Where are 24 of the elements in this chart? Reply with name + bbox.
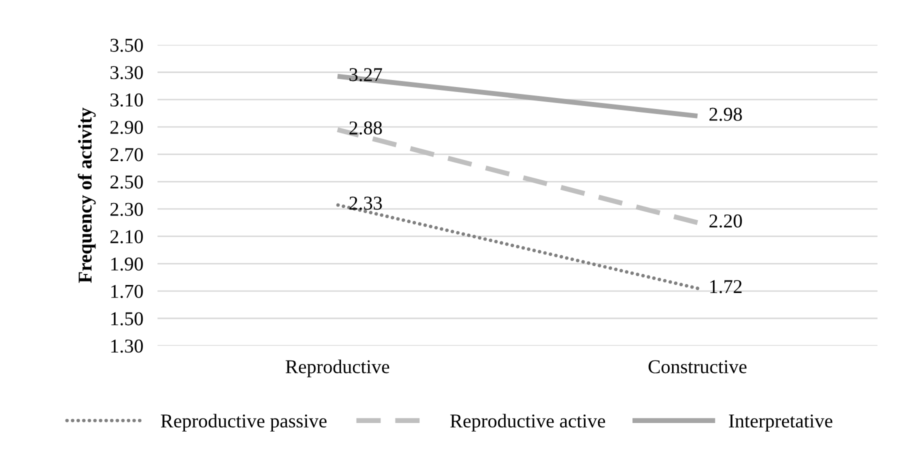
- y-axis-title: Frequency of activity: [78, 108, 96, 283]
- legend-label: Interpretative: [728, 414, 832, 432]
- y-tick-label: 2.30: [110, 202, 143, 216]
- text: 2.20: [709, 214, 742, 228]
- x-tick-label: Reproductive: [286, 360, 390, 378]
- legend-label: Reproductive active: [450, 414, 606, 432]
- y-tick-label: 3.30: [110, 66, 143, 80]
- legend-label: Reproductive passive: [160, 414, 327, 432]
- x-tick-label: Constructive: [648, 360, 747, 374]
- text: 2.33: [349, 196, 382, 210]
- y-tick-label: 2.70: [110, 148, 143, 162]
- y-tick-label: 2.90: [110, 120, 143, 134]
- y-tick-label: 2.10: [110, 230, 143, 244]
- text: 2.98: [709, 108, 742, 121]
- text: 2.88: [349, 121, 382, 135]
- y-tick-label: 1.50: [111, 312, 143, 326]
- y-tick-label: 2.50: [110, 175, 143, 189]
- text: 1.72: [710, 280, 742, 294]
- text: 3.27: [350, 68, 382, 82]
- y-tick-label: 1.90: [111, 258, 143, 271]
- y-tick-label: 3.10: [110, 93, 143, 107]
- y-tick-label: 1.70: [111, 284, 143, 298]
- y-tick-label: 3.50: [110, 38, 143, 52]
- y-tick-label: 1.30: [111, 340, 143, 353]
